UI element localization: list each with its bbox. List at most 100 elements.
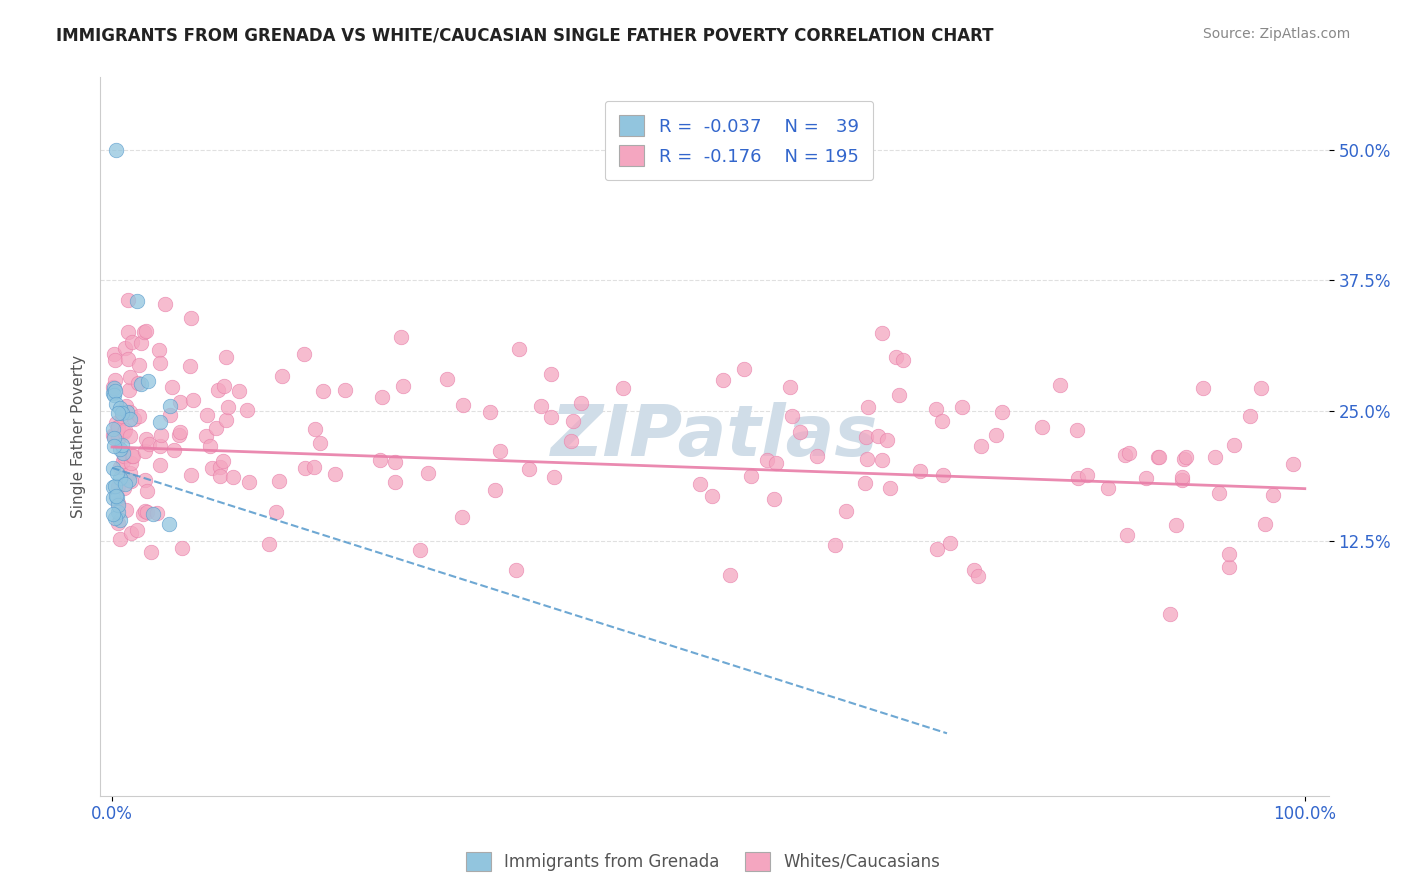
- Text: ZIPatlas: ZIPatlas: [551, 402, 879, 471]
- Point: [111, 405, 134, 419]
- Point: [806, 449, 828, 463]
- Point: [108, 471, 131, 485]
- Point: [103, 480, 125, 494]
- Point: [1031, 419, 1053, 434]
- Point: [108, 401, 131, 416]
- Point: [105, 490, 128, 504]
- Point: [824, 538, 846, 552]
- Point: [927, 541, 949, 556]
- Point: [128, 409, 150, 423]
- Point: [1164, 518, 1187, 533]
- Point: [780, 409, 803, 424]
- Point: [1175, 450, 1198, 464]
- Point: [711, 373, 734, 387]
- Point: [114, 423, 136, 437]
- Point: [169, 428, 191, 442]
- Point: [107, 432, 129, 446]
- Point: [146, 506, 169, 520]
- Point: [886, 351, 908, 365]
- Point: [107, 496, 129, 510]
- Point: [870, 453, 893, 467]
- Point: [212, 454, 235, 468]
- Point: [107, 406, 129, 420]
- Point: [104, 478, 127, 492]
- Point: [103, 385, 125, 400]
- Point: [208, 459, 231, 474]
- Point: [1208, 486, 1230, 500]
- Point: [135, 324, 157, 338]
- Point: [103, 431, 125, 445]
- Point: [141, 545, 163, 559]
- Point: [409, 543, 432, 558]
- Point: [855, 430, 877, 444]
- Point: [1239, 409, 1261, 423]
- Point: [118, 429, 141, 443]
- Point: [157, 517, 180, 532]
- Point: [169, 425, 191, 439]
- Point: [172, 541, 194, 555]
- Point: [392, 378, 415, 392]
- Point: [1114, 448, 1136, 462]
- Point: [612, 381, 634, 395]
- Point: [107, 420, 129, 434]
- Point: [530, 399, 553, 413]
- Point: [103, 439, 125, 453]
- Point: [1049, 378, 1071, 392]
- Point: [1254, 517, 1277, 532]
- Point: [111, 438, 134, 452]
- Point: [103, 381, 125, 395]
- Point: [131, 507, 153, 521]
- Point: [1204, 450, 1226, 465]
- Point: [120, 370, 142, 384]
- Point: [114, 399, 136, 413]
- Point: [134, 473, 156, 487]
- Point: [122, 412, 145, 426]
- Point: [969, 439, 991, 453]
- Point: [198, 439, 221, 453]
- Point: [991, 405, 1014, 419]
- Point: [451, 510, 474, 524]
- Point: [779, 380, 801, 394]
- Point: [560, 434, 582, 448]
- Point: [183, 393, 205, 408]
- Point: [1218, 560, 1240, 574]
- Point: [740, 469, 762, 483]
- Point: [517, 462, 540, 476]
- Point: [1159, 607, 1181, 621]
- Point: [136, 484, 159, 499]
- Point: [384, 475, 406, 489]
- Point: [908, 464, 931, 478]
- Point: [1173, 452, 1195, 467]
- Point: [103, 347, 125, 361]
- Point: [950, 400, 973, 414]
- Point: [389, 330, 412, 344]
- Point: [134, 444, 156, 458]
- Point: [107, 505, 129, 519]
- Point: [436, 372, 458, 386]
- Point: [112, 425, 135, 440]
- Point: [120, 456, 142, 470]
- Point: [269, 474, 291, 488]
- Point: [1097, 481, 1119, 495]
- Point: [118, 473, 141, 487]
- Point: [1066, 423, 1088, 437]
- Point: [755, 452, 778, 467]
- Y-axis label: Single Father Poverty: Single Father Poverty: [72, 355, 86, 518]
- Point: [763, 491, 786, 506]
- Point: [195, 408, 218, 422]
- Point: [479, 404, 502, 418]
- Point: [112, 446, 135, 460]
- Point: [163, 443, 186, 458]
- Point: [120, 412, 142, 426]
- Point: [121, 335, 143, 350]
- Point: [866, 429, 889, 443]
- Text: Source: ZipAtlas.com: Source: ZipAtlas.com: [1202, 27, 1350, 41]
- Point: [148, 343, 170, 357]
- Point: [149, 415, 172, 429]
- Point: [107, 419, 129, 434]
- Point: [180, 311, 202, 326]
- Point: [117, 293, 139, 308]
- Point: [562, 414, 585, 428]
- Point: [489, 443, 512, 458]
- Point: [127, 523, 149, 537]
